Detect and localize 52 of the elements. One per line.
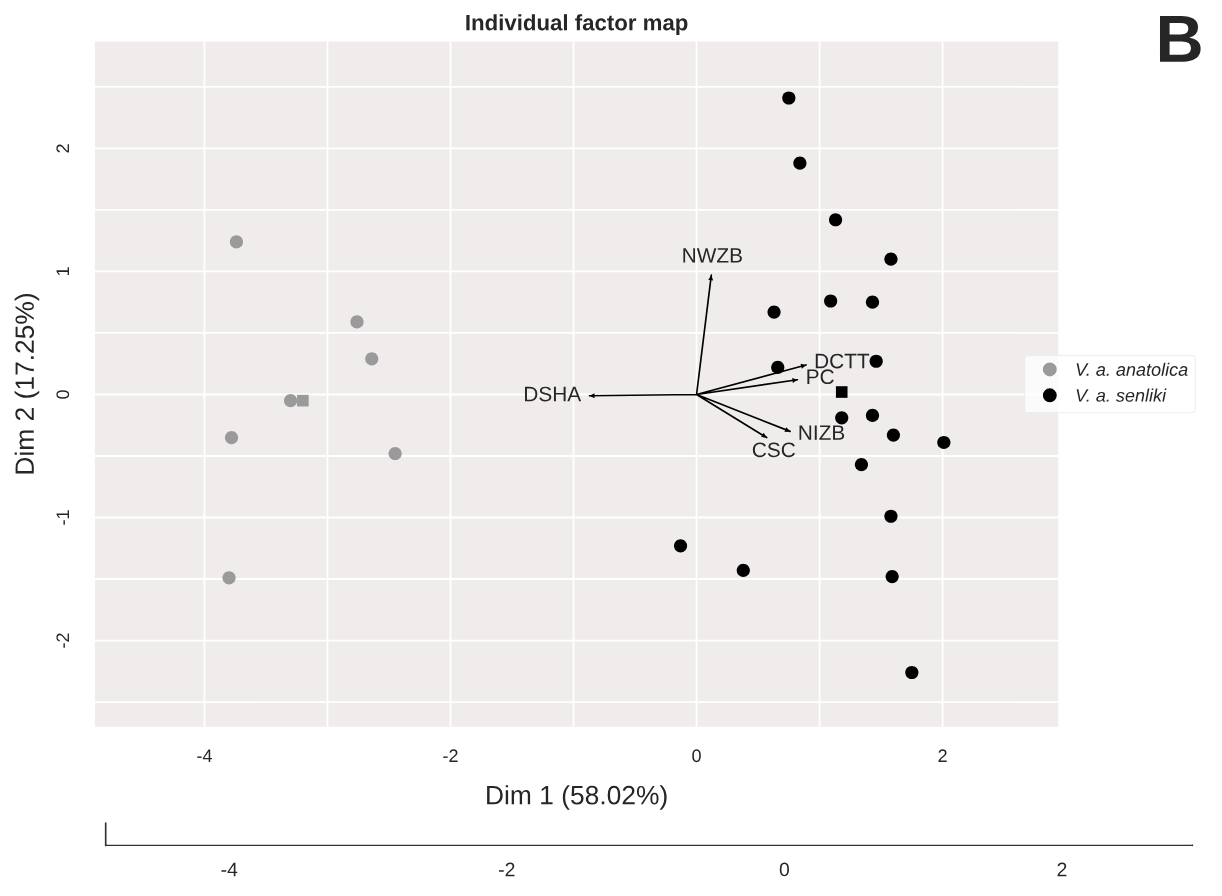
x-tick-label: -4 [197, 749, 212, 762]
point [283, 394, 298, 408]
annotation: DSHA [525, 386, 582, 402]
point [905, 665, 919, 680]
point [297, 394, 309, 407]
y-tick-label: 2 [56, 144, 69, 153]
point [673, 539, 688, 553]
point [884, 252, 898, 266]
point [869, 354, 883, 368]
annotation: CSC [752, 442, 795, 458]
point [767, 305, 781, 319]
x-tick-label: -2 [443, 749, 458, 762]
x-tick-label: 0 [692, 749, 701, 763]
x2-tick-label: -2 [499, 862, 515, 877]
point [229, 235, 244, 249]
point [884, 509, 898, 523]
point [388, 446, 402, 461]
point [222, 571, 236, 585]
y-tick-label: -1 [56, 510, 69, 525]
x-tick-label: 2 [938, 749, 947, 762]
point [886, 428, 900, 442]
point [793, 156, 807, 170]
point [828, 213, 843, 227]
x-axis-title: Dim 1 (58.02%) [487, 785, 667, 810]
y-axis-title: Dim 2 (17.25%) [14, 294, 40, 474]
point [865, 295, 880, 309]
annotation: NWZB [683, 248, 742, 263]
x2-tick-label: 0 [779, 862, 790, 877]
point [350, 315, 364, 329]
annotation: DCTT [815, 353, 870, 369]
y-tick-label: 1 [56, 267, 69, 276]
point [937, 435, 951, 450]
annotation: PC [807, 369, 834, 385]
point [854, 458, 868, 472]
annotation: NIZB [799, 425, 845, 440]
point [782, 91, 796, 105]
point [835, 411, 849, 425]
y-tick-label: 0 [56, 390, 70, 399]
x2-tick-label: 2 [1057, 862, 1067, 877]
legend-label: V. a. senliki [1076, 388, 1167, 402]
point [224, 430, 239, 445]
x2-tick-label: -4 [221, 862, 238, 877]
point [736, 563, 750, 577]
point [885, 569, 899, 584]
legend-label: V. a. anatolica [1076, 362, 1188, 376]
point [835, 386, 848, 398]
point [865, 408, 880, 422]
point [824, 294, 838, 308]
point [365, 352, 379, 366]
y-tick-label: -2 [56, 633, 69, 648]
chart-title: Individual factor map [466, 14, 688, 35]
text: B [1159, 15, 1201, 62]
